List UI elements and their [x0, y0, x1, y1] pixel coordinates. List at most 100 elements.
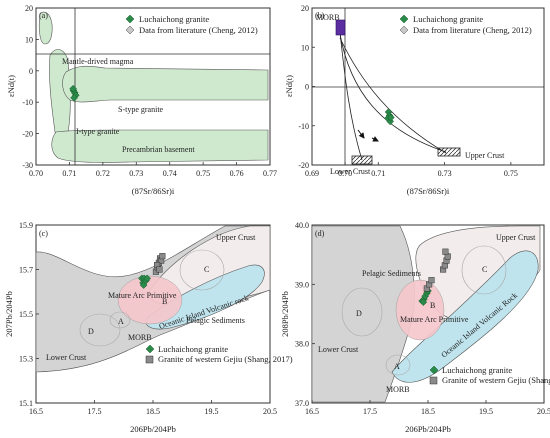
- panel-a: Mantle-drived magma S-type granite I-typ…: [6, 4, 277, 196]
- field-a: [385, 354, 411, 376]
- label-upper-crust: Upper Crust: [465, 151, 505, 160]
- y-tick-label: 38.0: [295, 340, 309, 349]
- panel-c-xlabel: 206Pb/204Pb: [130, 424, 176, 434]
- y-tick-label: 20: [301, 4, 309, 13]
- gejiu-point: [428, 277, 435, 284]
- x-tick-label: 0.71: [62, 169, 76, 178]
- morb-box: [335, 19, 346, 36]
- panel-d: Upper Crust C Pelagic Sediments D B Matu…: [280, 221, 550, 434]
- gejiu-point: [156, 266, 163, 273]
- panel-d-ylabel: 208Pb/204Pb: [280, 291, 290, 337]
- panel-b-label: (b): [315, 11, 325, 20]
- label-lower-crust: Lower Crust: [330, 167, 371, 176]
- field-mantle-small: [38, 11, 53, 45]
- x-tick-label: 0.72: [96, 169, 110, 178]
- x-tick-label: 20.5: [537, 407, 550, 416]
- field-precambrian: [51, 129, 269, 163]
- legend-open-diamond-icon: [399, 25, 409, 35]
- y-tick-label: 0: [29, 67, 33, 76]
- field-s-type: [62, 65, 269, 103]
- y-tick-label: -10: [22, 98, 33, 107]
- panel-d-label: (d): [315, 229, 325, 238]
- y-tick-label: -20: [22, 130, 33, 139]
- arrow-icon: [371, 136, 379, 142]
- panel-d-xlabel: 206Pb/204Pb: [405, 424, 451, 434]
- luchaichong-point: [69, 84, 77, 93]
- legend-c-item-2: Granite of western Gejiu (Shang, 2017): [158, 354, 293, 364]
- y-tick-label: 15.1: [19, 399, 33, 408]
- x-tick-label: 0.75: [196, 169, 210, 178]
- label-c-arc: Mature Arc Primitive: [108, 291, 177, 300]
- panel-b-points: [384, 108, 395, 126]
- label-c-lower-crust: Lower Crust: [46, 353, 87, 362]
- legend-a-item-1: Luchaichong granite: [139, 14, 209, 24]
- x-tick-label: 16.5: [29, 407, 43, 416]
- panel-a-legend: Luchaichong granite Data from literature…: [125, 14, 258, 35]
- y-tick-label: 15.7: [19, 266, 33, 275]
- field-d: [79, 313, 121, 347]
- label-d-d: D: [356, 309, 362, 318]
- x-tick-label: 17.5: [363, 407, 377, 416]
- panel-d-axes: 16.5 17.5 18.5 19.5 20.5 37.0 38.0 39.0 40.0: [295, 221, 550, 416]
- panel-b-legend: Luchaichong granite Data from literature…: [399, 14, 532, 35]
- field-d: [341, 287, 383, 337]
- label-c-a: A: [118, 317, 124, 326]
- label-d-lower-crust: Lower Crust: [318, 345, 359, 354]
- x-tick-label: 0.71: [371, 169, 385, 178]
- field-c: [461, 245, 507, 295]
- x-tick-label: 18.5: [421, 407, 435, 416]
- label-c-upper-crust: Upper Crust: [216, 233, 256, 242]
- panel-a-points: [69, 84, 80, 102]
- field-c: [179, 249, 225, 291]
- label-s-type: S-type granite: [118, 105, 164, 114]
- x-tick-label: 0.75: [504, 169, 518, 178]
- x-tick-label: 0.77: [263, 169, 277, 178]
- mix-curve-upper-crust-2: [339, 37, 447, 154]
- label-d-pelagic: Pelagic Sediments: [362, 269, 421, 278]
- panel-d-points: [418, 248, 451, 306]
- label-i-type: I-type granite: [76, 127, 120, 136]
- label-precambrian: Precambrian basement: [122, 145, 195, 154]
- panel-c-points: [138, 253, 166, 289]
- label-c-pelagic: Pelagic Sediments: [186, 316, 245, 325]
- legend-square-icon: [145, 355, 154, 364]
- x-tick-label: 17.5: [88, 407, 102, 416]
- panel-c: Upper Crust C Mature Arc Primitive B Oce…: [4, 221, 293, 434]
- legend-diamond-icon: [145, 344, 155, 354]
- legend-square-icon: [429, 376, 438, 385]
- label-d-arc: Mature Arc Primitive: [400, 315, 469, 324]
- legend-diamond-icon: [429, 365, 439, 375]
- x-tick-label: 0.70: [338, 169, 352, 178]
- y-tick-label: 37.0: [295, 399, 309, 408]
- y-tick-label: -20: [298, 161, 309, 170]
- mix-curve-lower-crust: [339, 31, 363, 161]
- label-mantle: Mantle-drived magma: [62, 57, 134, 66]
- x-tick-label: 19.5: [479, 407, 493, 416]
- x-tick-label: 0.69: [305, 169, 319, 178]
- x-tick-label: 18.5: [146, 407, 160, 416]
- label-c-morb: MORB: [128, 333, 152, 342]
- x-tick-label: 0.76: [230, 169, 244, 178]
- y-tick-label: 39.0: [295, 280, 309, 289]
- x-tick-label: 19.5: [205, 407, 219, 416]
- panel-b-axes: 0.69 0.70 0.71 0.73 0.75 -20 -10 0 10 20: [298, 4, 518, 178]
- gejiu-point: [442, 248, 449, 255]
- legend-open-diamond-icon: [125, 25, 135, 35]
- luchaichong-point: [70, 93, 78, 102]
- panel-c-ylabel: 207Pb/204Pb: [4, 291, 14, 337]
- gejiu-point: [159, 253, 166, 260]
- legend-d-item-1: Luchaichong granite: [442, 365, 512, 375]
- y-tick-label: 20: [25, 4, 33, 13]
- y-tick-label: 40.0: [295, 221, 309, 230]
- y-tick-label: 15.3: [19, 355, 33, 364]
- y-tick-label: 15.9: [19, 221, 33, 230]
- legend-diamond-icon: [125, 14, 135, 24]
- legend-c-item-1: Luchaichong granite: [158, 344, 228, 354]
- y-tick-label: 10: [25, 35, 33, 44]
- label-d-b: B: [430, 301, 435, 310]
- label-d-upper-crust: Upper Crust: [496, 233, 536, 242]
- panel-b-xlabel: (87Sr/86Sr)i: [407, 186, 450, 196]
- y-tick-label: 15.5: [19, 310, 33, 319]
- luchaichong-point: [143, 274, 152, 283]
- legend-a-item-2: Data from literature (Cheng, 2012): [139, 25, 258, 35]
